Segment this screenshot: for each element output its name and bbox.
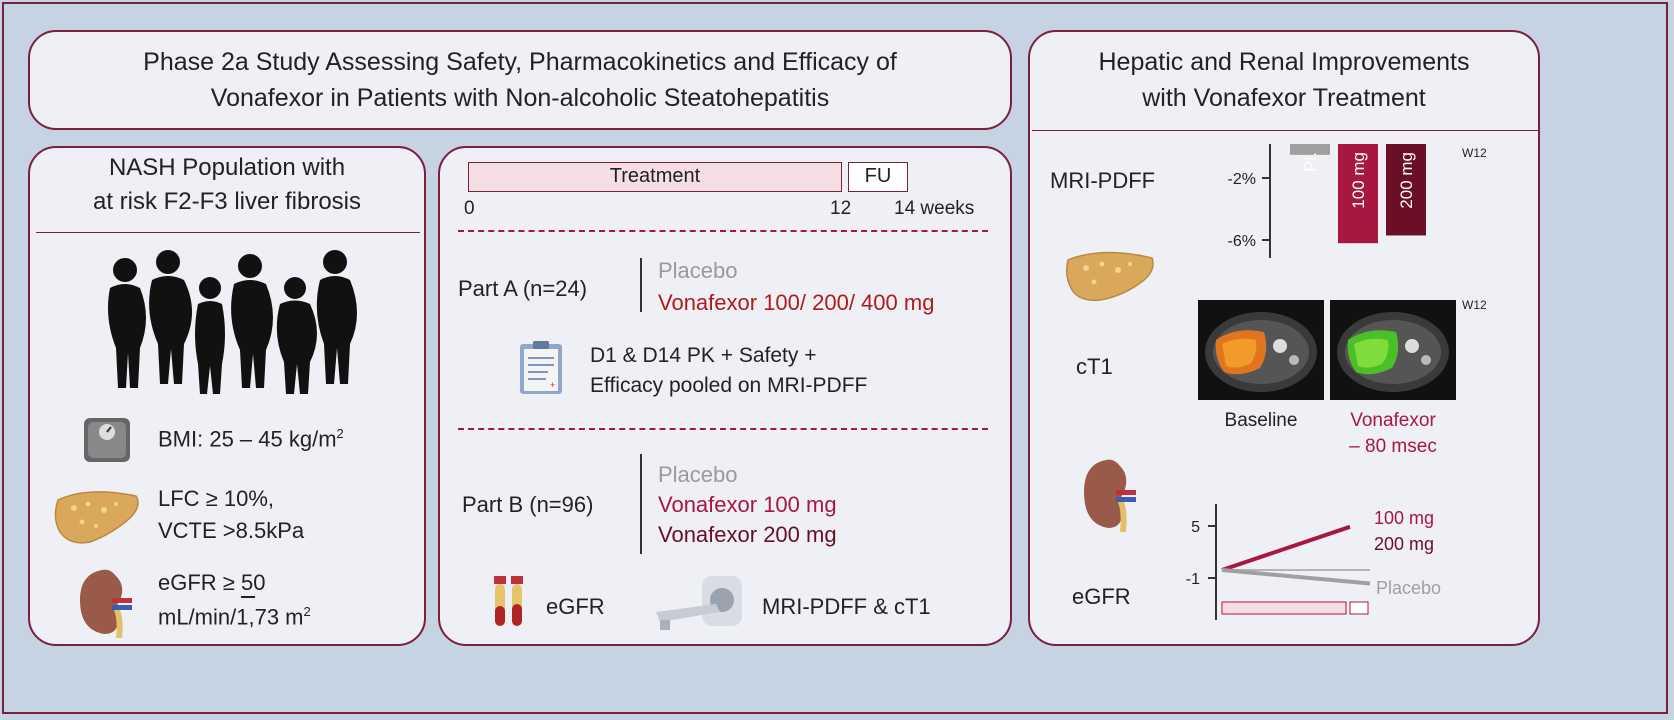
fatty-liver-icon [54, 491, 139, 544]
mri-bar-label-2: 100 mg [1349, 152, 1368, 209]
baseline-scan-image [1198, 300, 1324, 400]
egfr-line-3 [1221, 568, 1371, 586]
ct1-label: cT1 [1076, 354, 1113, 379]
dashed-divider-bottom [458, 428, 988, 430]
egfr-chart-tick-label-5: 5 [1191, 519, 1200, 536]
vonafexor-caption-1: Vonafexor [1350, 410, 1436, 431]
svg-text:+: + [550, 380, 555, 390]
mri-measure-label: MRI-PDFF & cT1 [762, 594, 931, 619]
kidney-icon-right [1084, 459, 1136, 532]
mri-bar-1 [1290, 144, 1330, 155]
kidney-icon [80, 569, 132, 638]
fu-bar [848, 162, 908, 192]
results-panel: Hepatic and Renal Improvements with Vona… [1028, 30, 1540, 646]
lfc-line-1: LFC ≥ 10%, [158, 486, 275, 511]
mri-scanner-icon [656, 576, 742, 630]
egfr-chart-tick-label-1: -1 [1186, 571, 1200, 588]
mri-chart-tick-label-6: -6% [1228, 233, 1256, 250]
part-a-label: Part A (n=24) [458, 276, 588, 301]
egfr-treatment-bar [1221, 601, 1347, 615]
part-a-placebo: Placebo [658, 258, 738, 283]
part-a-bracket [640, 258, 642, 312]
pk-line-2: Efficacy pooled on MRI-PDFF [590, 374, 868, 397]
egfr-series-label-1: 100 mg [1374, 508, 1434, 528]
treated-scan-image [1330, 300, 1456, 400]
treatment-label: Treatment [609, 165, 701, 187]
egfr-fu-bar [1349, 601, 1369, 615]
pk-line-1: D1 & D14 PK + Safety + [590, 344, 817, 367]
title-panel: Phase 2a Study Assessing Safety, Pharmac… [28, 30, 1012, 130]
population-divider [36, 232, 420, 233]
results-title-2: with Vonafexor Treatment [1142, 84, 1426, 112]
timeline-tick-0: 0 [464, 198, 475, 219]
title-line-1: Phase 2a Study Assessing Safety, Pharmac… [143, 48, 897, 76]
treatment-bar [468, 162, 842, 192]
liver-icon [1065, 251, 1154, 302]
part-b-bracket [640, 454, 642, 554]
timeline-tick-14: 14 weeks [894, 198, 975, 219]
title-line-2: Vonafexor in Patients with Non-alcoholic… [210, 84, 830, 112]
timeline-tick-12: 12 [830, 198, 852, 219]
results-title-1: Hepatic and Renal Improvements [1098, 48, 1470, 76]
mri-bar-label-3: 200 mg [1397, 152, 1416, 209]
w12-label-top: W12 [1462, 146, 1487, 160]
w12-label-mid: W12 [1462, 298, 1487, 312]
egfr-series-label-3: Placebo [1376, 578, 1441, 598]
blood-tubes-icon [494, 576, 523, 626]
population-title-1: NASH Population with [108, 154, 346, 181]
patients-icon [108, 250, 357, 394]
egfr-result-label: eGFR [1072, 584, 1131, 609]
population-panel: NASH Population with at risk F2-F3 liver… [28, 146, 426, 646]
mri-bar-3 [1386, 144, 1426, 236]
egfr-criteria-line-1: eGFR ≥ 50 [158, 570, 266, 595]
part-b-dose-100: Vonafexor 100 mg [658, 492, 837, 517]
mri-pdff-chart: -2% -6% Pl. 100 mg 200 mg [1228, 144, 1426, 258]
clipboard-icon: + [520, 341, 562, 394]
underline-mark [241, 596, 255, 598]
lfc-line-2: VCTE >8.5kPa [158, 518, 305, 543]
dashed-divider-top [458, 230, 988, 232]
mri-bar-label-1: Pl. [1301, 152, 1320, 172]
fu-label: FU [864, 165, 892, 187]
results-divider [1032, 130, 1538, 131]
egfr-chart: 5 -1 100 mg 200 mg Placebo [1186, 504, 1441, 620]
part-b-dose-200: Vonafexor 200 mg [658, 522, 837, 547]
scale-icon [84, 418, 130, 462]
mri-pdff-label: MRI-PDFF [1050, 168, 1156, 193]
egfr-line-1 [1221, 524, 1351, 572]
egfr-criteria-line-2: mL/min/1,73 m2 [158, 604, 311, 630]
mri-bar-2 [1338, 144, 1378, 244]
part-a-dose: Vonafexor 100/ 200/ 400 mg [658, 290, 935, 315]
bmi-text: BMI: 25 – 45 kg/m2 [158, 426, 344, 452]
mri-chart-tick-label-2: -2% [1228, 171, 1256, 188]
egfr-measure-label: eGFR [546, 594, 605, 619]
population-title-2: at risk F2-F3 liver fibrosis [92, 188, 362, 215]
vonafexor-caption-2: – 80 msec [1349, 436, 1437, 457]
egfr-series-label-2: 200 mg [1374, 534, 1434, 554]
design-panel: Treatment FU 0 12 14 weeks Part A (n=24)… [438, 146, 1012, 646]
baseline-caption: Baseline [1224, 410, 1298, 431]
part-b-label: Part B (n=96) [462, 492, 594, 517]
part-b-placebo: Placebo [658, 462, 738, 487]
